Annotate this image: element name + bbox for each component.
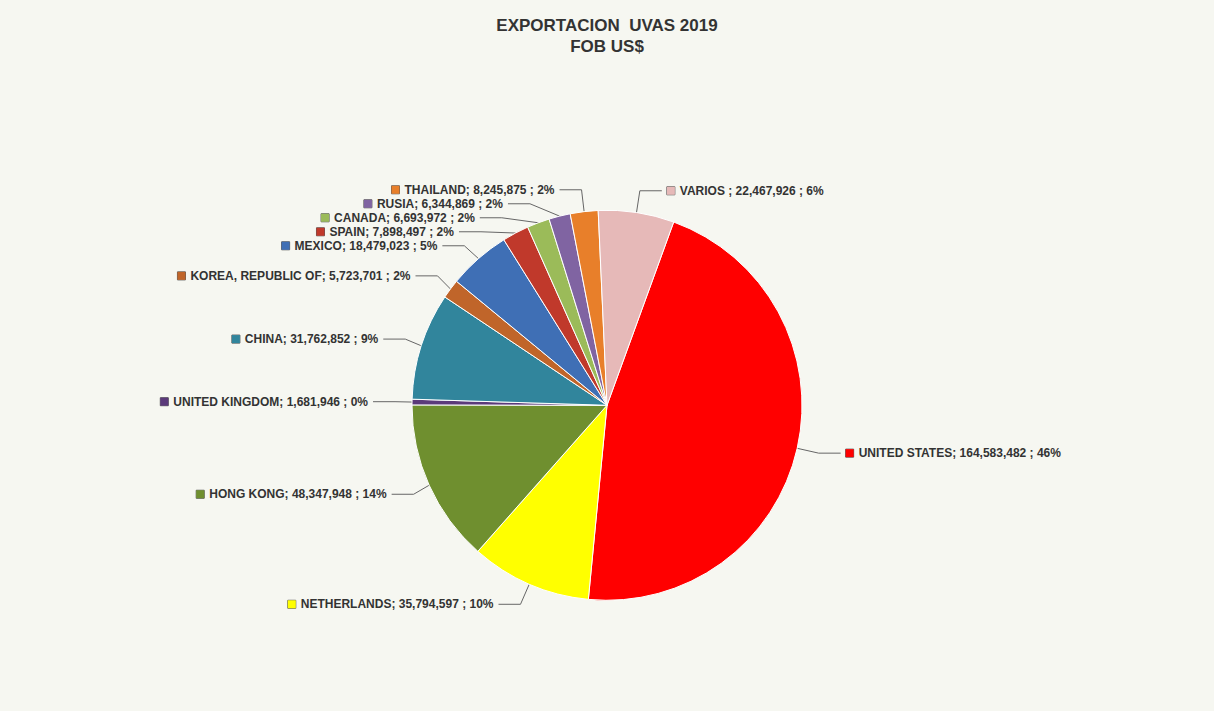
svg-text:KOREA, REPUBLIC OF; 5,723,701: KOREA, REPUBLIC OF; 5,723,701 ; 2% <box>190 269 410 283</box>
svg-text:UNITED KINGDOM; 1,681,946 ; 0%: UNITED KINGDOM; 1,681,946 ; 0% <box>173 395 368 409</box>
svg-text:RUSIA; 6,344,869 ; 2%: RUSIA; 6,344,869 ; 2% <box>377 197 503 211</box>
svg-text:VARIOS ; 22,467,926 ; 6%: VARIOS ; 22,467,926 ; 6% <box>680 184 824 198</box>
svg-text:NETHERLANDS; 35,794,597 ; 10%: NETHERLANDS; 35,794,597 ; 10% <box>301 597 494 611</box>
svg-text:THAILAND; 8,245,875 ; 2%: THAILAND; 8,245,875 ; 2% <box>404 183 554 197</box>
svg-text:FOB US$: FOB US$ <box>570 37 644 56</box>
svg-text:MEXICO; 18,479,023 ; 5%: MEXICO; 18,479,023 ; 5% <box>295 239 438 253</box>
svg-text:CANADA; 6,693,972 ; 2%: CANADA; 6,693,972 ; 2% <box>334 211 475 225</box>
svg-text:CHINA; 31,762,852 ; 9%: CHINA; 31,762,852 ; 9% <box>245 332 379 346</box>
svg-text:SPAIN; 7,898,497 ; 2%: SPAIN; 7,898,497 ; 2% <box>329 225 454 239</box>
svg-text:HONG KONG; 48,347,948 ; 14%: HONG KONG; 48,347,948 ; 14% <box>209 487 387 501</box>
svg-text:EXPORTACION UVAS 2019: EXPORTACION UVAS 2019 <box>496 16 717 35</box>
svg-text:UNITED STATES; 164,583,482 ; 4: UNITED STATES; 164,583,482 ; 46% <box>859 446 1062 460</box>
